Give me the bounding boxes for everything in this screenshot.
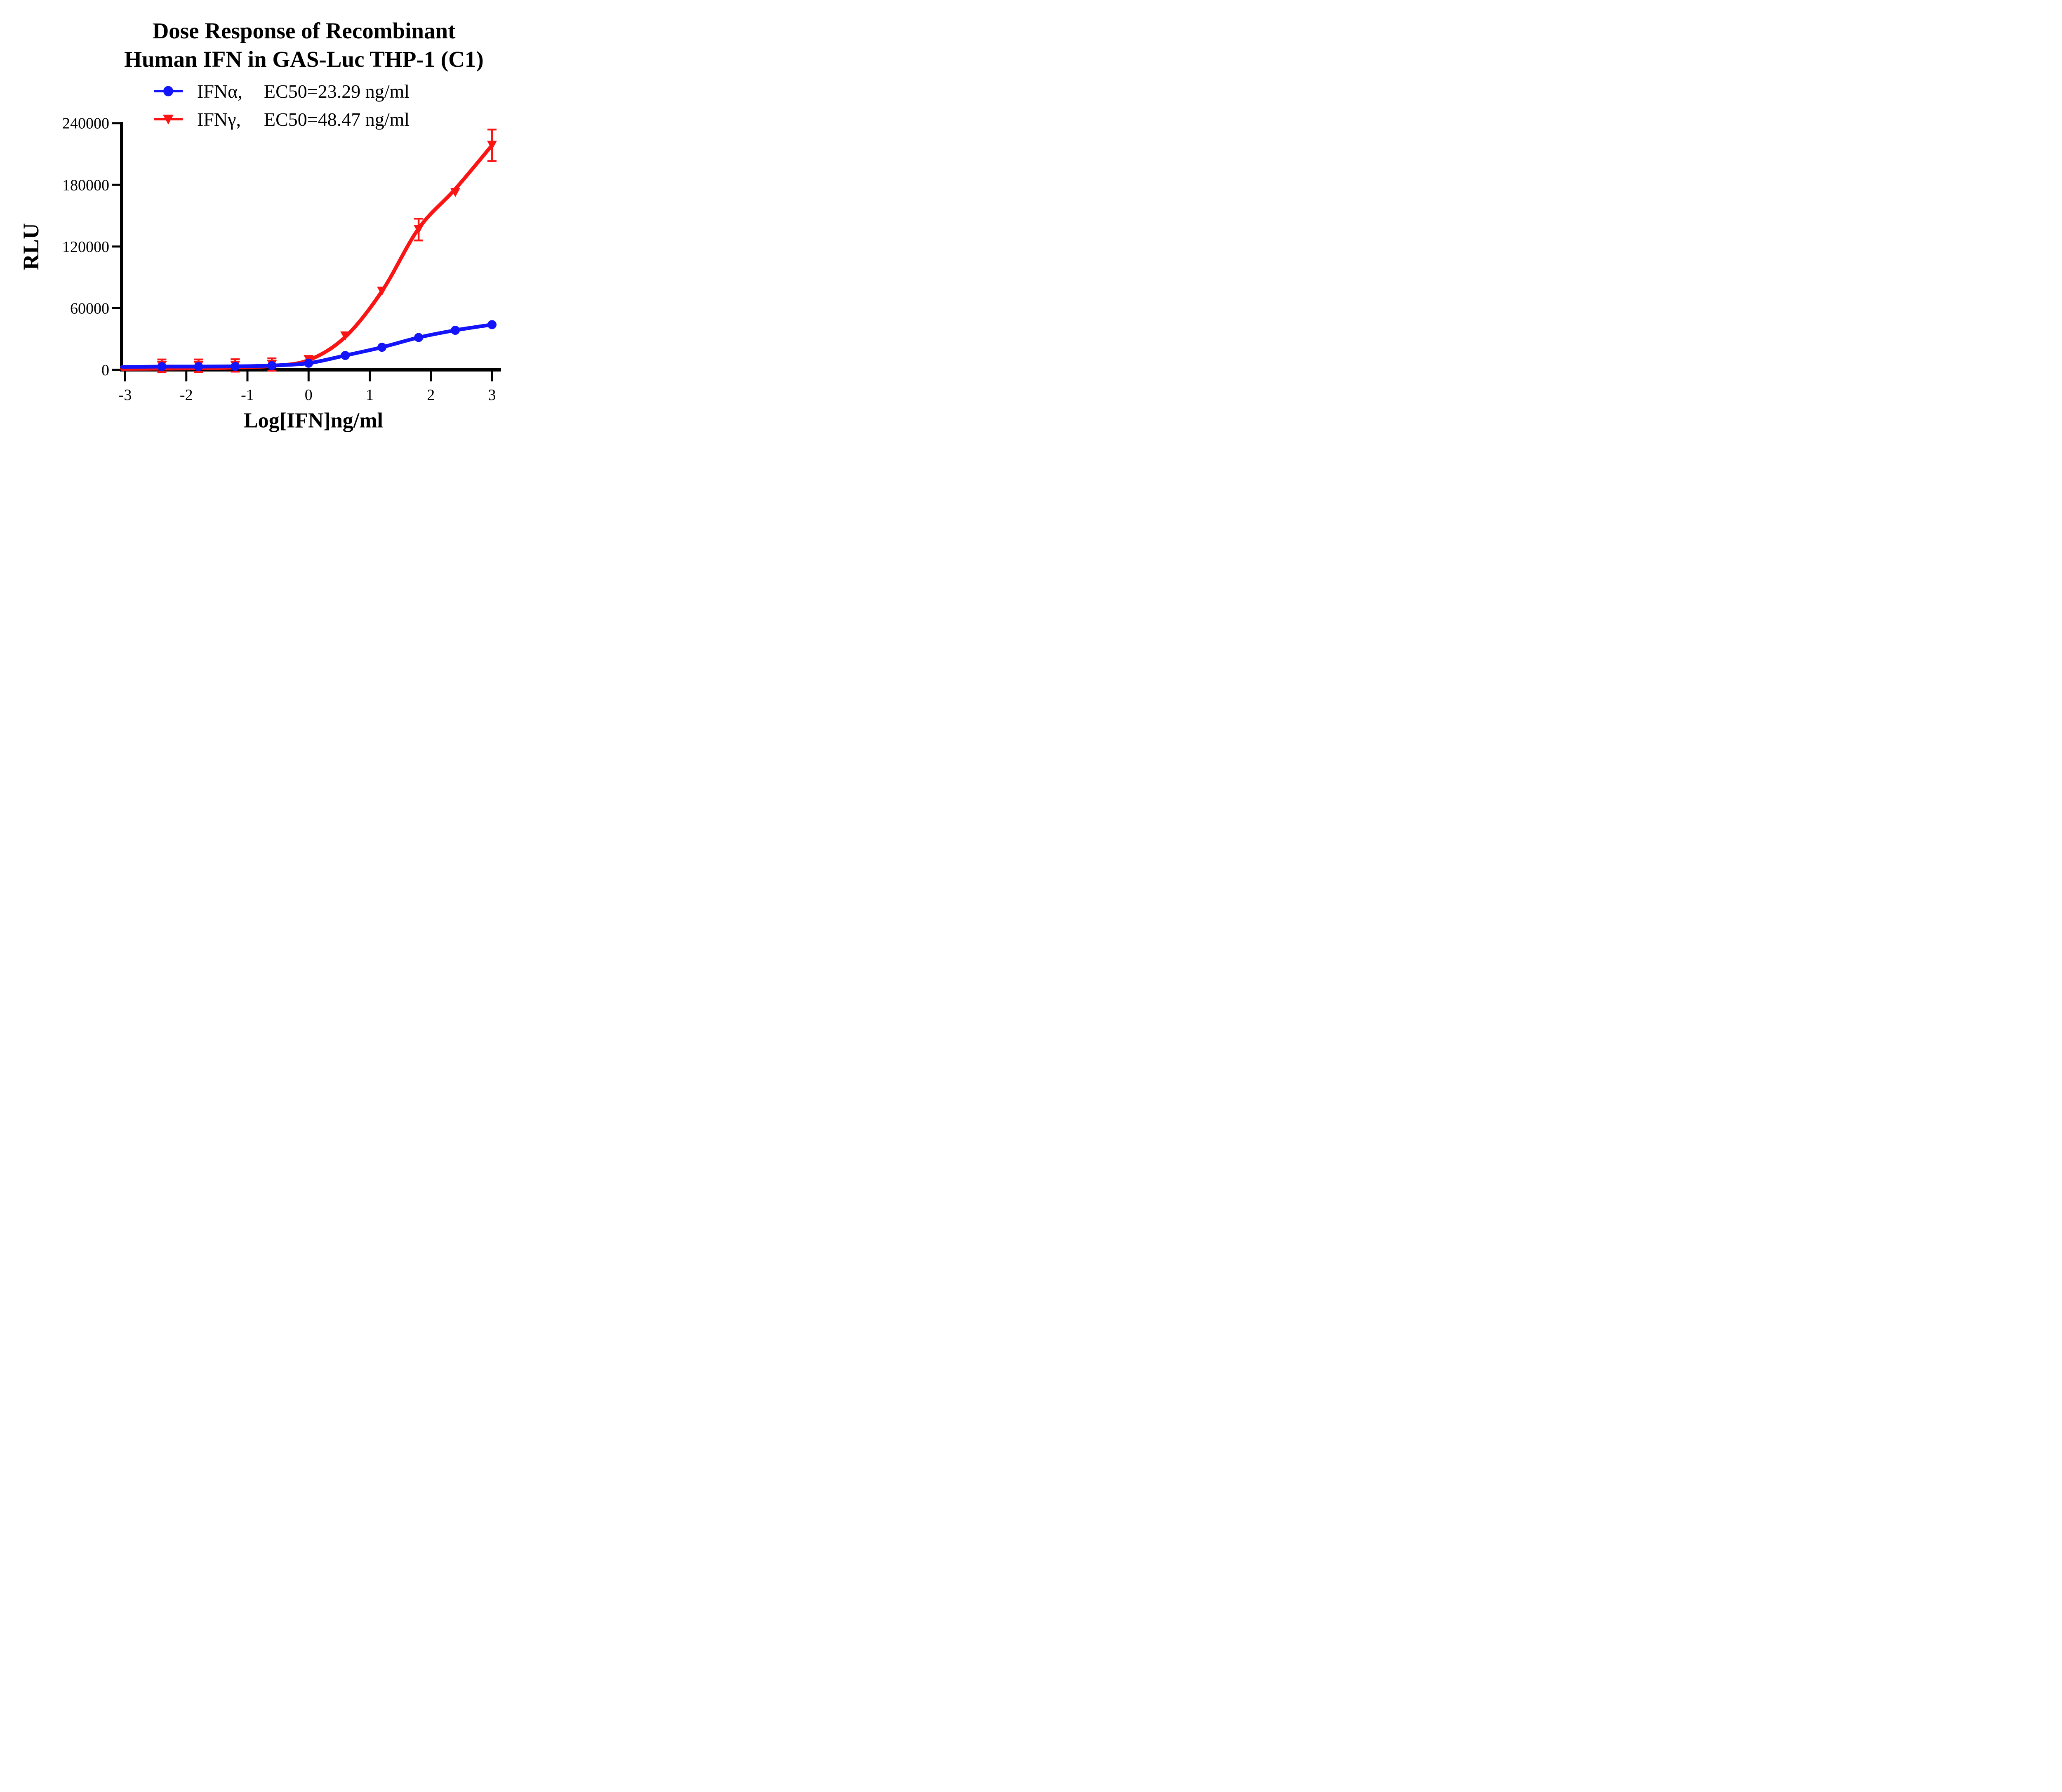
chart-title-line-2: Human IFN in GAS-Luc THP-1 (C1) — [124, 47, 484, 72]
chart-title-line-1: Dose Response of Recombinant — [152, 18, 456, 43]
y-axis-tick-label: 60000 — [70, 300, 109, 317]
ifn-gamma-triangle-marker-icon — [154, 115, 183, 125]
dose-response-plot: 240000 180000 120000 60000 0 -3 -2 -1 0 1 2 3 — [62, 115, 501, 404]
ifn-alpha-data-point — [414, 333, 424, 342]
y-axis-tick-label: 240000 — [62, 115, 109, 132]
legend: IFNα, EC50=23.29 ng/ml IFNγ, EC50=48.47 ng… — [153, 78, 410, 134]
ifn-alpha-data-point — [487, 320, 497, 329]
x-axis-tick-label: 1 — [366, 386, 374, 404]
legend-text-ifn-gamma: IFNγ, EC50=48.47 ng/ml — [197, 108, 410, 130]
legend-text-ifn-alpha: IFNα, EC50=23.29 ng/ml — [197, 80, 410, 102]
ifn-alpha-data-point — [304, 358, 313, 368]
ifn-gamma-data-point — [450, 188, 461, 197]
ifn-alpha-data-point — [267, 361, 277, 370]
x-axis-line — [120, 368, 501, 372]
legend-label-ifn-gamma: IFNγ, — [197, 108, 241, 130]
legend-label-ifn-alpha: IFNα, — [197, 80, 242, 102]
x-axis-tick-label: 0 — [305, 386, 313, 404]
x-axis-tick-label: -3 — [119, 386, 132, 404]
y-axis-tick-label: 180000 — [62, 176, 109, 194]
legend-ec50-ifn-alpha: EC50=23.29 ng/ml — [264, 80, 410, 102]
ifn-alpha-data-point — [377, 343, 387, 352]
y-axis-tick-label: 120000 — [62, 238, 109, 256]
legend-ec50-ifn-gamma: EC50=48.47 ng/ml — [264, 108, 410, 130]
ifn-alpha-data-point — [194, 362, 203, 372]
x-axis-tick-label: 2 — [427, 386, 435, 404]
legend-entry-ifn-gamma: IFNγ, EC50=48.47 ng/ml — [153, 106, 410, 132]
ifn-gamma-data-point — [377, 287, 387, 296]
ifn-alpha-data-point — [341, 351, 350, 360]
chart-title: Dose Response of Recombinant Human IFN i… — [124, 16, 483, 73]
ifn-gamma-data-point — [487, 141, 497, 150]
x-axis-tick-label: 3 — [488, 386, 496, 404]
ifn-alpha-data-point — [451, 326, 460, 335]
legend-entry-ifn-alpha: IFNα, EC50=23.29 ng/ml — [153, 78, 410, 104]
x-axis-tick-label: -1 — [241, 386, 254, 404]
ifn-gamma-data-point — [414, 225, 424, 234]
ifn-alpha-circle-marker-icon — [154, 86, 183, 96]
ifn-alpha-data-point — [231, 362, 240, 371]
y-axis-tick-label: 0 — [101, 362, 109, 379]
x-axis-title: Log[IFN]ng/ml — [244, 409, 383, 433]
x-axis-tick-label: -2 — [180, 386, 193, 404]
ifn-alpha-data-point — [157, 362, 167, 372]
y-axis-line — [120, 122, 123, 372]
ifn-gamma-data-point — [340, 331, 351, 341]
